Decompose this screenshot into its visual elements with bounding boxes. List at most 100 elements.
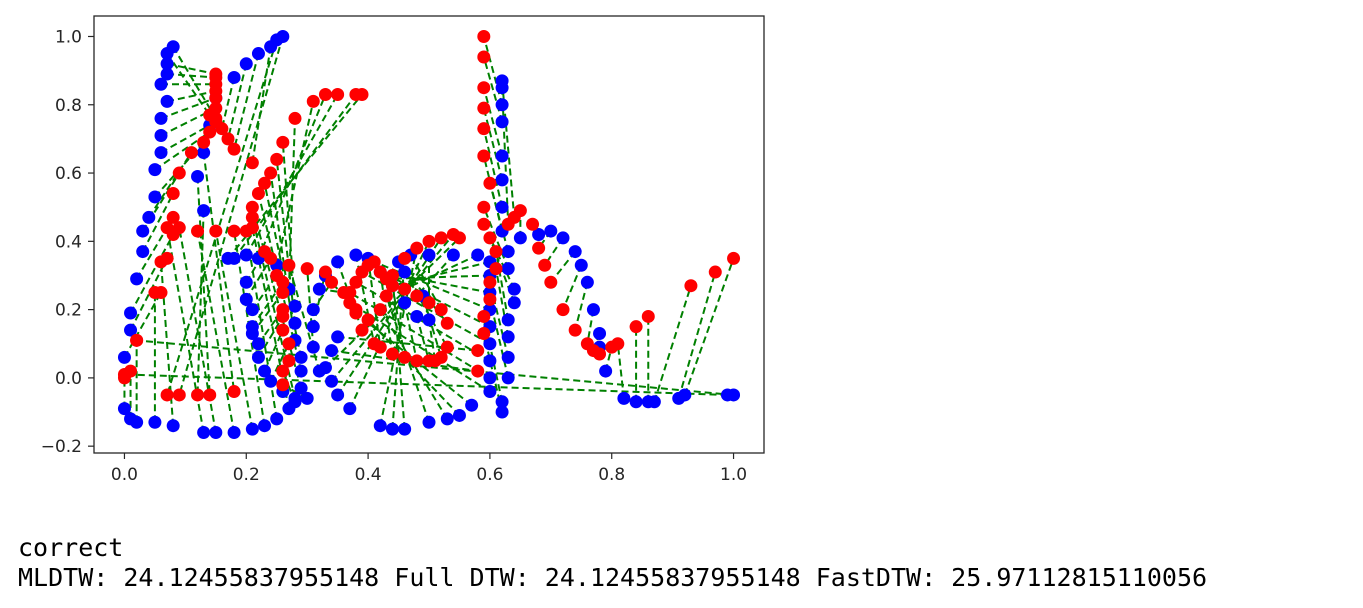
alignment-line xyxy=(336,237,443,396)
alignment-line xyxy=(166,52,211,116)
series-a-point xyxy=(331,330,345,344)
y-tick-label: 0.6 xyxy=(55,164,82,184)
series-b-point xyxy=(727,251,741,265)
x-tick-label: 0.0 xyxy=(111,465,138,485)
series-a-point xyxy=(245,327,259,341)
series-b-point xyxy=(477,217,491,231)
series-b-point xyxy=(276,275,290,289)
series-a-point xyxy=(160,67,174,81)
alignment-line xyxy=(227,63,248,140)
series-b-point xyxy=(203,125,217,139)
series-b-point xyxy=(471,364,485,378)
alignment-line xyxy=(202,152,236,392)
alignment-line xyxy=(166,39,278,396)
series-a-point xyxy=(580,275,594,289)
series-b-point xyxy=(209,67,223,81)
series-a-point xyxy=(148,163,162,177)
alignment-line xyxy=(562,264,583,310)
alignment-line xyxy=(488,282,510,358)
series-a-point xyxy=(239,275,253,289)
alignment-line xyxy=(129,257,168,331)
series-b-point xyxy=(197,135,211,149)
alignment-line xyxy=(251,291,284,335)
chart-marks xyxy=(117,29,741,440)
series-b-point xyxy=(258,176,272,190)
series-a-point xyxy=(124,306,138,320)
series-b-point xyxy=(172,166,186,180)
y-tick-label: −0.2 xyxy=(41,437,82,457)
series-a-point xyxy=(160,94,174,108)
series-b-point xyxy=(355,265,369,279)
alignment-line xyxy=(386,274,490,280)
series-a-point xyxy=(446,248,460,262)
series-b-point xyxy=(191,224,205,238)
series-a-point xyxy=(227,426,241,440)
series-b-point xyxy=(434,350,448,364)
series-b-point xyxy=(130,333,144,347)
alignment-line xyxy=(482,56,504,123)
series-a-point xyxy=(306,340,320,354)
series-a-point xyxy=(166,40,180,54)
series-a-point xyxy=(556,231,570,245)
series-a-point xyxy=(136,245,150,259)
series-b-point xyxy=(483,176,497,190)
series-b-point xyxy=(379,289,393,303)
series-b-point xyxy=(227,224,241,238)
series-b-point xyxy=(184,146,198,160)
series-a-point xyxy=(276,29,290,43)
series-b-point xyxy=(355,88,369,102)
series-b-point xyxy=(477,50,491,64)
alignment-line xyxy=(251,206,303,389)
x-tick-label: 0.8 xyxy=(598,465,625,485)
alignment-line xyxy=(251,274,278,311)
series-b-point xyxy=(282,258,296,272)
series-b-point xyxy=(245,210,259,224)
series-a-point xyxy=(294,381,308,395)
series-b-point xyxy=(556,303,570,317)
alignment-line xyxy=(653,285,692,403)
cell-output: correct MLDTW: 24.12455837955148 Full DTW… xyxy=(18,533,1207,593)
series-b-point xyxy=(270,152,284,166)
series-b-point xyxy=(477,149,491,163)
alignment-line xyxy=(287,264,321,372)
alignment-line xyxy=(574,282,589,331)
series-b-point xyxy=(440,340,454,354)
series-b-point xyxy=(276,378,290,392)
series-a-point xyxy=(160,57,174,71)
series-a-point xyxy=(568,245,582,259)
alignment-line xyxy=(482,155,504,232)
series-b-point xyxy=(477,81,491,95)
series-a-point xyxy=(629,395,643,409)
series-a-point xyxy=(294,364,308,378)
series-b-point xyxy=(398,350,412,364)
alignment-line xyxy=(196,230,236,433)
series-b-point xyxy=(172,388,186,402)
alignment-line xyxy=(275,101,315,266)
series-a-point xyxy=(373,419,387,433)
series-b-point xyxy=(282,337,296,351)
series-b-point xyxy=(227,385,241,399)
series-a-point xyxy=(239,292,253,306)
series-a-point xyxy=(251,337,265,351)
series-b-point xyxy=(276,309,290,323)
series-b-point xyxy=(373,303,387,317)
series-b-point xyxy=(684,279,698,293)
series-b-point xyxy=(276,286,290,300)
series-a-point xyxy=(117,350,131,364)
series-b-point xyxy=(611,337,625,351)
series-b-point xyxy=(245,200,259,214)
alignment-line xyxy=(251,227,290,409)
series-a-point xyxy=(239,248,253,262)
series-a-point xyxy=(678,388,692,402)
series-a-point xyxy=(495,149,509,163)
series-a-point xyxy=(398,422,412,436)
series-b-point xyxy=(343,286,357,300)
series-b-point xyxy=(349,275,363,289)
series-a-point xyxy=(270,412,284,426)
alignment-line xyxy=(269,343,290,382)
axes-frame xyxy=(93,15,765,454)
series-b-point xyxy=(477,101,491,115)
series-a-point xyxy=(495,200,509,214)
series-a-point xyxy=(501,330,515,344)
series-a-point xyxy=(532,228,546,241)
